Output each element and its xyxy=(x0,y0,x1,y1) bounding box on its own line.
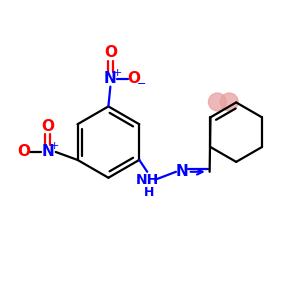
Text: O: O xyxy=(104,45,117,60)
Text: O: O xyxy=(17,145,31,160)
Circle shape xyxy=(220,93,238,111)
Text: O: O xyxy=(41,119,54,134)
Text: NH: NH xyxy=(136,173,159,187)
Text: N: N xyxy=(104,71,117,86)
Text: −: − xyxy=(136,79,146,88)
Text: O: O xyxy=(128,71,141,86)
Text: N: N xyxy=(41,145,54,160)
Circle shape xyxy=(208,93,226,111)
Text: N: N xyxy=(176,164,188,179)
Text: H: H xyxy=(144,186,154,199)
Text: +: + xyxy=(50,141,59,151)
Text: +: + xyxy=(112,68,122,78)
